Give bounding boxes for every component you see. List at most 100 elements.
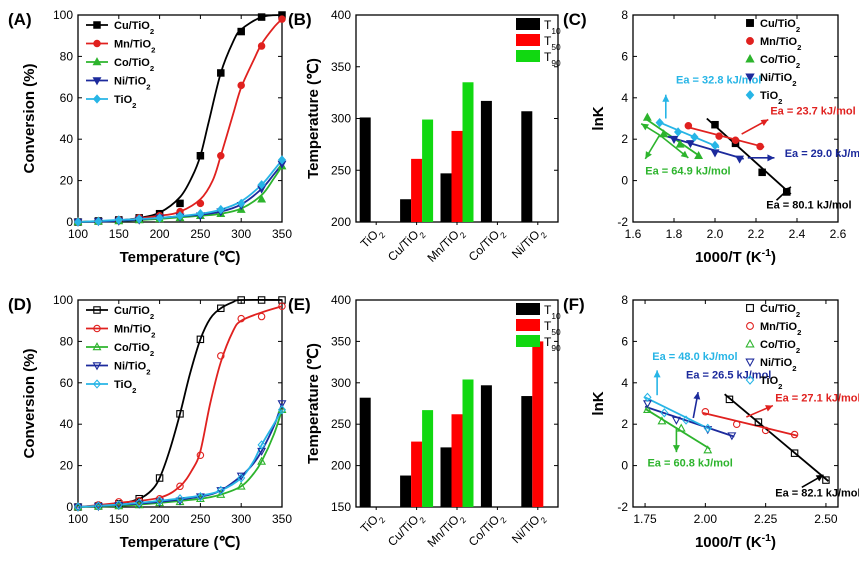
y-tick-label: 8: [621, 293, 628, 307]
y-tick-label: 350: [331, 60, 351, 74]
y-tick-label: 40: [60, 417, 74, 431]
data-point-TiO2: [703, 423, 712, 434]
y-tick-label: 100: [53, 8, 73, 22]
data-point-Cu/TiO2: [237, 27, 245, 36]
annotation-text: Ea = 64.9 kJ/mol: [645, 165, 730, 177]
plot-frame: [632, 299, 839, 508]
series-line-Co/TiO2: [77, 409, 283, 508]
data-point-TiO2: [175, 211, 185, 221]
legend-marker: [745, 375, 755, 385]
bar-T90-2: [462, 82, 474, 223]
legend-swatch: [516, 18, 540, 30]
data-point-Mn/TiO2: [701, 408, 710, 416]
data-point-TiO2: [73, 502, 83, 512]
legend-marker: [92, 362, 102, 371]
y-tick-label: 4: [621, 376, 628, 390]
legend-label: Mn/TiO2: [760, 36, 801, 52]
series-line-Cu/TiO2: [77, 14, 283, 223]
legend-label: Cu/TiO2: [760, 18, 800, 34]
y-tick-label: 250: [331, 163, 351, 177]
legend-swatch: [516, 319, 540, 331]
data-point-Ni/TiO2: [73, 503, 83, 512]
data-point-Mn/TiO2: [196, 199, 205, 208]
panel-E: (E) 150 200 250 300 350 400 Temperature (℃) TiO2…: [288, 293, 561, 550]
bar-T10-4: [521, 111, 533, 222]
y-tick-label: 0: [66, 215, 73, 229]
legend-label: Mn/TiO2: [114, 324, 155, 340]
y-tick-label: -2: [617, 215, 628, 229]
x-tick-label: 150: [109, 512, 129, 526]
data-point-TiO2: [135, 214, 144, 224]
bar-T50-2: [451, 414, 463, 507]
arrow-head: [693, 392, 701, 400]
legend-marker: [746, 37, 754, 45]
legend-marker: [745, 338, 755, 348]
x-tick-label: TiO2: [358, 224, 388, 254]
data-point-Co/TiO2: [676, 423, 686, 432]
legend-label: Ni/TiO2: [114, 361, 150, 377]
data-point-TiO2: [257, 180, 266, 190]
data-point-Mn/TiO2: [278, 302, 286, 310]
x-tick-label: 100: [68, 227, 88, 241]
fit-line-Cu/TiO2: [724, 393, 829, 482]
x-tick-label: 2.0: [707, 227, 724, 241]
bar-T90-1: [422, 119, 434, 222]
legend-marker: [93, 21, 101, 29]
arrow-head: [815, 474, 824, 482]
data-point-TiO2: [674, 127, 683, 137]
data-point-TiO2: [660, 408, 669, 418]
bar-T10-0: [359, 117, 371, 222]
panel-A: (A) 100 150 200 250 300 350 0 20 40 60 80 100 Tempera…: [8, 8, 292, 266]
data-point-Co/TiO2: [216, 489, 226, 498]
x-tick-label: 300: [231, 227, 251, 241]
bar-T10-1: [400, 199, 412, 222]
annotation-text: Ea = 82.1 kJ/mol: [775, 488, 859, 500]
data-point-Mn/TiO2: [756, 142, 764, 151]
y-tick-label: 2: [621, 132, 628, 146]
fit-line-Mn/TiO2: [686, 125, 765, 148]
annotation-arrow: [746, 404, 774, 418]
data-point-Mn/TiO2: [731, 136, 740, 144]
y-tick-label: 250: [331, 417, 351, 431]
x-axis-label: Temperature (℃): [120, 534, 241, 551]
x-tick-label: Cu/TiO2: [385, 224, 428, 267]
y-tick-label: 300: [331, 376, 351, 390]
legend-label: TiO2: [114, 94, 136, 110]
annotation-arrow: [692, 391, 701, 419]
data-point-Ni/TiO2: [685, 140, 695, 149]
bar-T50-1: [411, 158, 423, 222]
data-point-Mn/TiO2: [217, 352, 225, 360]
x-axis-label: Temperature (℃): [120, 249, 241, 266]
arrow-head: [783, 186, 791, 195]
legend-label: TiO2: [114, 379, 136, 395]
x-tick-label: 1.8: [666, 227, 683, 241]
annotation-arrow: [644, 134, 661, 160]
annotation-text: Ea = 27.1 kJ/mol: [775, 392, 859, 404]
y-tick-label: 4: [621, 91, 628, 105]
legend-marker: [92, 94, 102, 104]
annotation-text: Ea = 29.0 kJ/mol: [785, 148, 859, 160]
data-point-Mn/TiO2: [237, 81, 245, 90]
data-point-TiO2: [175, 494, 185, 504]
panel-label: (D): [8, 295, 32, 314]
x-tick-label: 2.4: [789, 227, 806, 241]
panel-F: (F) 1.75 2.00 2.25 2.50 -2 0 2 4 6 8 1000/T (K-1) ln…: [563, 293, 859, 551]
data-point-TiO2: [681, 415, 691, 425]
data-point-Mn/TiO2: [237, 314, 245, 323]
arrow-head: [662, 94, 670, 102]
legend-label: T10: [544, 303, 561, 321]
y-tick-label: 2: [621, 417, 628, 431]
series-line-Ni/TiO2: [77, 403, 283, 508]
x-tick-label: 150: [109, 227, 129, 241]
annotation-text: Ea = 32.8 kJ/mol: [676, 74, 761, 86]
data-point-Ni/TiO2: [669, 135, 679, 145]
x-tick-label: 2.50: [814, 512, 838, 526]
panel-label: (A): [8, 10, 32, 29]
data-point-Cu/TiO2: [237, 296, 245, 304]
data-point-Ni/TiO2: [277, 400, 287, 409]
data-point-Mn/TiO2: [732, 420, 741, 428]
legend-marker: [746, 304, 754, 312]
data-point-Cu/TiO2: [217, 69, 225, 77]
x-tick-label: 2.25: [754, 512, 778, 526]
data-point-Co/TiO2: [257, 456, 267, 465]
